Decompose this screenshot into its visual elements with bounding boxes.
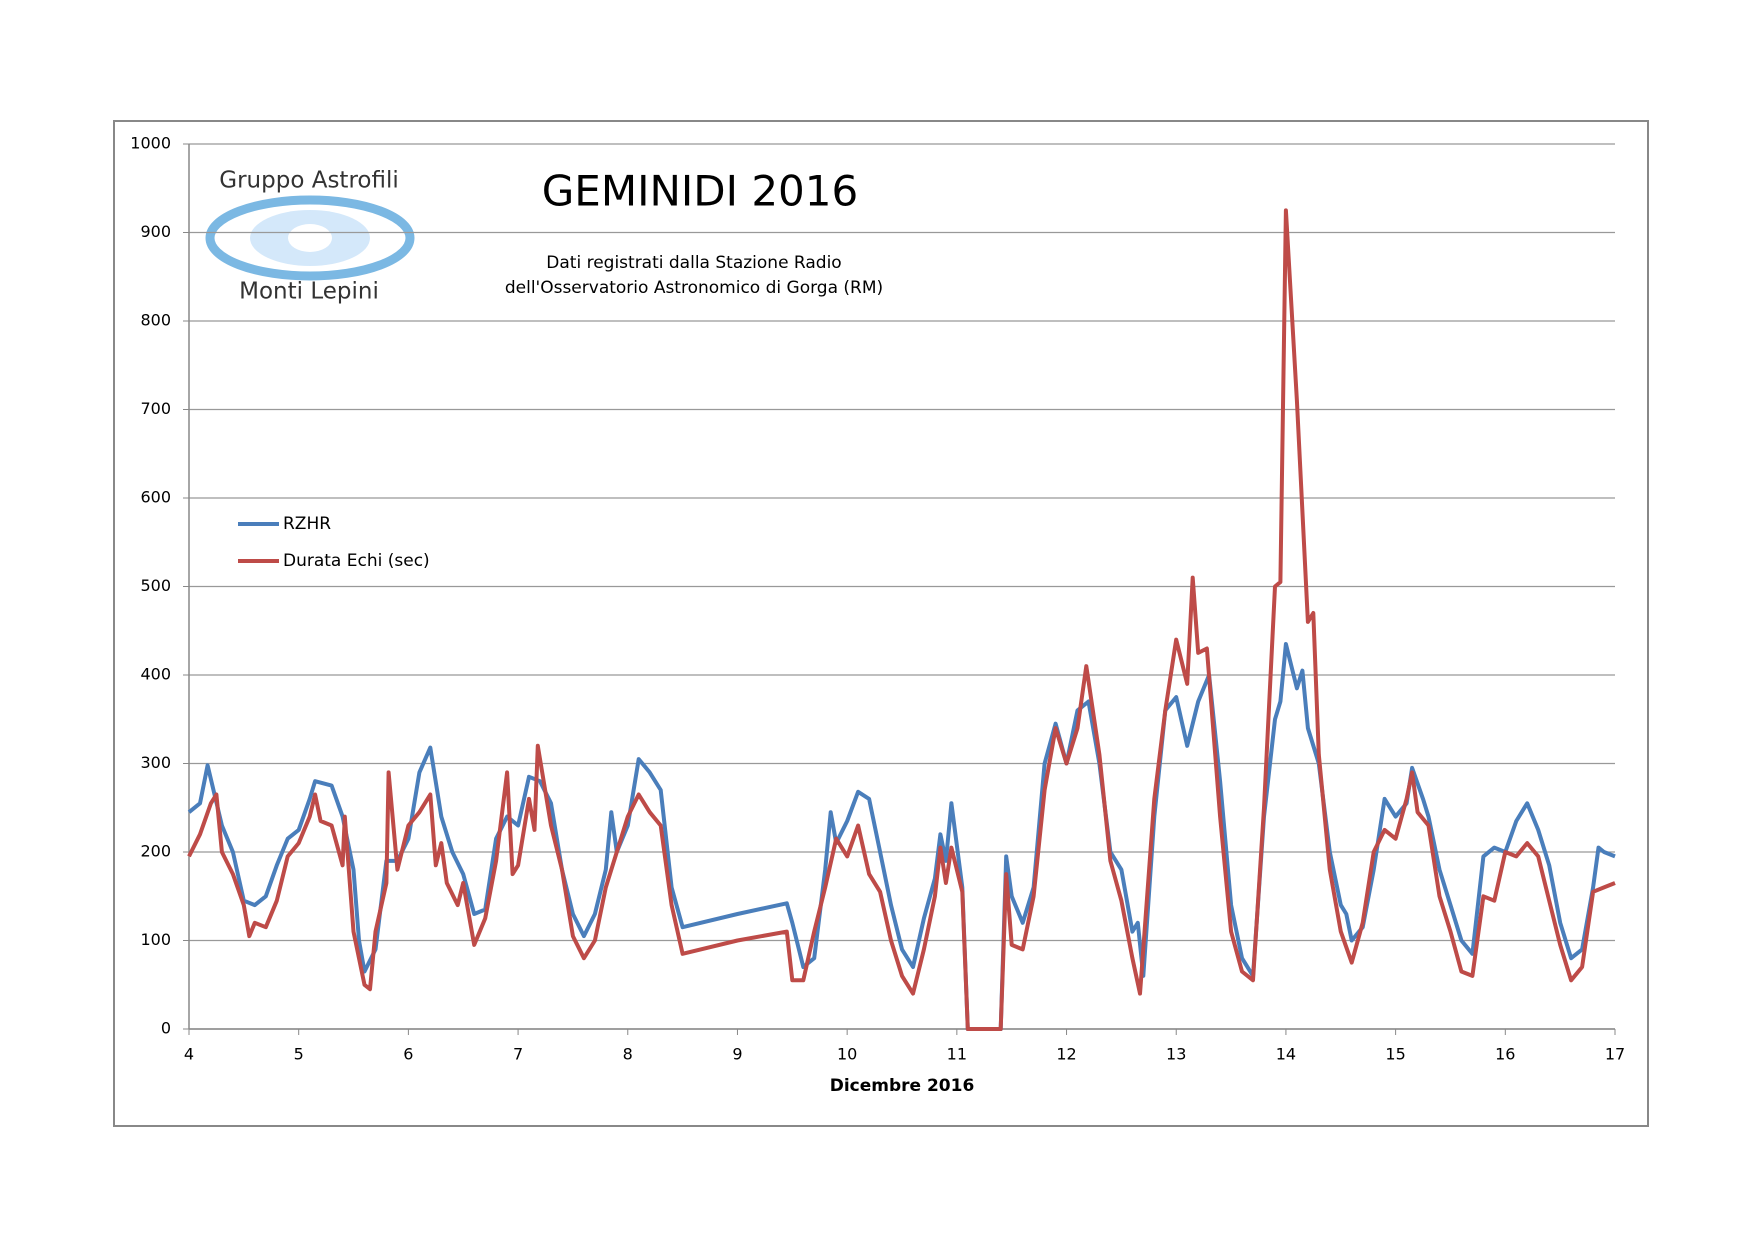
x-tick-label: 6 bbox=[403, 1045, 413, 1064]
x-tick-label: 7 bbox=[513, 1045, 523, 1064]
x-tick-label: 11 bbox=[947, 1045, 967, 1064]
logo-text: Monti Lepini bbox=[239, 279, 379, 305]
series-line bbox=[187, 642, 1616, 1031]
series-line bbox=[187, 208, 1616, 1031]
x-axis-label: Dicembre 2016 bbox=[830, 1076, 975, 1096]
y-tick-label: 600 bbox=[140, 488, 171, 507]
y-tick-label: 0 bbox=[161, 1019, 171, 1038]
x-tick-label: 17 bbox=[1605, 1045, 1625, 1064]
x-tick-label: 13 bbox=[1166, 1045, 1186, 1064]
x-tick-label: 4 bbox=[184, 1045, 194, 1064]
x-tick-label: 15 bbox=[1385, 1045, 1405, 1064]
logo-swirl bbox=[205, 195, 415, 281]
chart-subtitle: Dati registrati dalla Stazione Radio bbox=[546, 253, 841, 273]
y-tick-label: 300 bbox=[140, 753, 171, 772]
y-tick-label: 500 bbox=[140, 576, 171, 595]
x-tick-label: 9 bbox=[732, 1045, 742, 1064]
logo-center bbox=[288, 224, 332, 252]
y-tick-label: 700 bbox=[140, 399, 171, 418]
x-tick-label: 12 bbox=[1056, 1045, 1076, 1064]
legend-label: Durata Echi (sec) bbox=[283, 551, 430, 571]
chart-title: GEMINIDI 2016 bbox=[542, 167, 858, 216]
x-tick-label: 5 bbox=[294, 1045, 304, 1064]
x-tick-label: 8 bbox=[623, 1045, 633, 1064]
x-tick-label: 14 bbox=[1276, 1045, 1296, 1064]
x-tick-label: 10 bbox=[837, 1045, 857, 1064]
legend-label: RZHR bbox=[283, 514, 331, 534]
y-tick-label: 900 bbox=[140, 222, 171, 241]
x-tick-label: 16 bbox=[1495, 1045, 1515, 1064]
chart-subtitle: dell'Osservatorio Astronomico di Gorga (… bbox=[505, 278, 883, 298]
logo-text: Gruppo Astrofili bbox=[219, 168, 398, 194]
y-tick-label: 1000 bbox=[130, 134, 171, 153]
y-tick-label: 800 bbox=[140, 311, 171, 330]
y-tick-label: 200 bbox=[140, 842, 171, 861]
y-tick-label: 100 bbox=[140, 930, 171, 949]
y-tick-label: 400 bbox=[140, 665, 171, 684]
logo: Gruppo Astrofili Monti Lepini bbox=[205, 168, 415, 305]
